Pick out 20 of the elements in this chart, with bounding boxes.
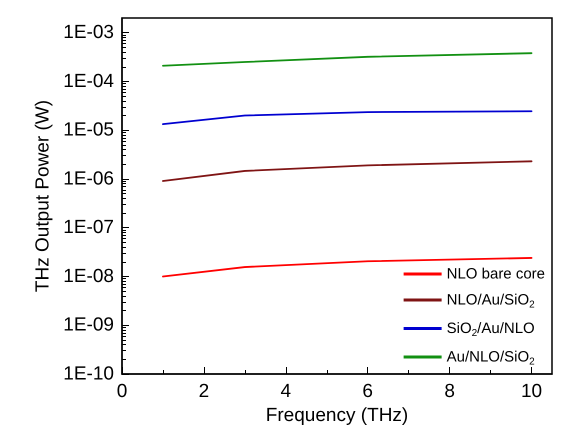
y-tick-label: 1E-05 — [63, 120, 114, 141]
x-tick-label: 2 — [198, 381, 210, 402]
y-tick-label: 1E-09 — [63, 314, 114, 336]
y-tick-label: 1E-03 — [63, 22, 114, 44]
line-series — [162, 52, 532, 67]
x-tick-label: 6 — [362, 381, 374, 402]
y-tick-label: 1E-07 — [63, 217, 114, 238]
x-tick-label: 4 — [280, 381, 292, 402]
y-tick-label: 1E-04 — [63, 70, 114, 92]
y-tick-label: 1E-08 — [63, 266, 114, 287]
x-tick-label: 10 — [520, 381, 542, 402]
legend-label: NLO bare core — [446, 266, 546, 282]
x-tick-label: 0 — [116, 381, 128, 402]
y-axis-title: THz Output Power (W) — [32, 100, 54, 292]
line-series — [162, 110, 532, 126]
line-series — [162, 160, 532, 182]
x-axis-title: Frequency (THz) — [266, 405, 408, 426]
y-tick-label: 1E-10 — [63, 364, 114, 384]
y-tick-label: 1E-06 — [63, 168, 114, 190]
x-tick-label: 8 — [444, 381, 455, 402]
